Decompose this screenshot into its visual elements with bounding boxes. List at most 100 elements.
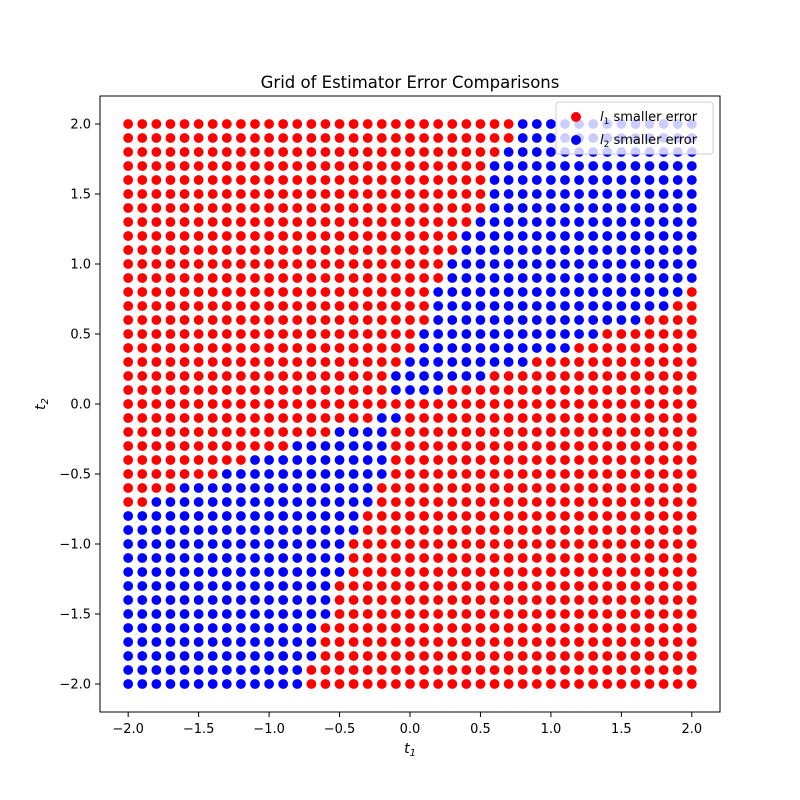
point-l1-smaller-error [630,609,641,619]
x-tick-label: −1.5 [183,722,215,737]
point-l1-smaller-error [278,343,289,353]
point-l1-smaller-error [672,385,683,395]
point-l1-smaller-error [348,273,359,283]
point-l2-smaller-error [489,259,500,269]
point-l1-smaller-error [461,539,472,549]
x-tick-label: 0.5 [470,722,491,737]
point-l1-smaller-error [405,483,415,493]
point-l1-smaller-error [560,357,570,367]
point-l1-smaller-error [306,161,317,171]
point-l1-smaller-error [391,217,401,227]
point-l2-smaller-error [348,511,359,521]
point-l1-smaller-error [489,119,500,129]
point-l1-smaller-error [419,497,429,507]
point-l2-smaller-error [221,651,232,661]
point-l2-smaller-error [179,553,190,563]
point-l2-smaller-error [250,581,260,591]
point-l1-smaller-error [137,315,148,325]
point-l1-smaller-error [264,441,274,451]
point-l1-smaller-error [686,357,697,367]
point-l2-smaller-error [574,315,584,325]
point-l1-smaller-error [644,427,655,437]
point-l1-smaller-error [278,441,289,451]
point-l2-smaller-error [560,287,570,297]
point-l1-smaller-error [207,175,218,185]
point-l1-smaller-error [334,259,345,269]
point-l1-smaller-error [658,315,669,325]
point-l1-smaller-error [405,315,415,325]
point-l1-smaller-error [320,399,331,409]
point-l1-smaller-error [405,231,415,241]
point-l1-smaller-error [320,427,331,437]
point-l1-smaller-error [475,469,486,479]
point-l2-smaller-error [207,539,218,549]
point-l2-smaller-error [292,497,303,507]
point-l2-smaller-error [123,595,134,605]
point-l1-smaller-error [602,329,613,339]
point-l2-smaller-error [391,413,401,423]
point-l1-smaller-error [658,427,669,437]
point-l1-smaller-error [489,595,500,605]
point-l1-smaller-error [306,413,317,423]
point-l1-smaller-error [207,315,218,325]
point-l1-smaller-error [672,357,683,367]
point-l1-smaller-error [419,651,429,661]
point-l1-smaller-error [433,497,444,507]
point-l2-smaller-error [123,665,134,675]
point-l1-smaller-error [165,147,176,157]
point-l2-smaller-error [616,175,627,185]
point-l1-smaller-error [461,147,472,157]
point-l2-smaller-error [193,525,204,535]
point-l1-smaller-error [334,273,345,283]
data-points [123,119,697,689]
point-l1-smaller-error [461,595,472,605]
point-l1-smaller-error [419,287,429,297]
point-l1-smaller-error [320,231,331,241]
point-l1-smaller-error [137,413,148,423]
point-l1-smaller-error [236,161,246,171]
point-l2-smaller-error [672,259,683,269]
point-l2-smaller-error [193,637,204,647]
point-l2-smaller-error [221,609,232,619]
point-l1-smaller-error [376,189,387,199]
point-l1-smaller-error [165,329,176,339]
point-l2-smaller-error [574,189,584,199]
point-l2-smaller-error [419,371,429,381]
point-l1-smaller-error [644,637,655,647]
point-l1-smaller-error [560,441,570,451]
point-l2-smaller-error [278,497,289,507]
point-l2-smaller-error [221,497,232,507]
point-l1-smaller-error [602,651,613,661]
point-l1-smaller-error [376,161,387,171]
point-l1-smaller-error [193,287,204,297]
point-l2-smaller-error [179,497,190,507]
point-l1-smaller-error [306,133,317,143]
point-l1-smaller-error [602,511,613,521]
point-l1-smaller-error [531,609,542,619]
point-l2-smaller-error [475,343,486,353]
point-l1-smaller-error [419,441,429,451]
point-l2-smaller-error [546,287,556,297]
point-l1-smaller-error [475,525,486,535]
point-l1-smaller-error [179,343,190,353]
point-l1-smaller-error [503,427,514,437]
point-l2-smaller-error [334,567,345,577]
point-l1-smaller-error [503,483,514,493]
point-l1-smaller-error [264,385,274,395]
point-l2-smaller-error [264,665,274,675]
point-l2-smaller-error [179,581,190,591]
point-l2-smaller-error [264,637,274,647]
point-l1-smaller-error [644,483,655,493]
point-l2-smaller-error [334,455,345,465]
point-l2-smaller-error [630,301,641,311]
point-l1-smaller-error [391,441,401,451]
point-l1-smaller-error [574,567,584,577]
point-l1-smaller-error [348,371,359,381]
point-l1-smaller-error [376,371,387,381]
point-l1-smaller-error [602,623,613,633]
point-l2-smaller-error [391,385,401,395]
point-l1-smaller-error [306,371,317,381]
point-l1-smaller-error [292,301,303,311]
point-l1-smaller-error [165,245,176,255]
point-l1-smaller-error [461,161,472,171]
